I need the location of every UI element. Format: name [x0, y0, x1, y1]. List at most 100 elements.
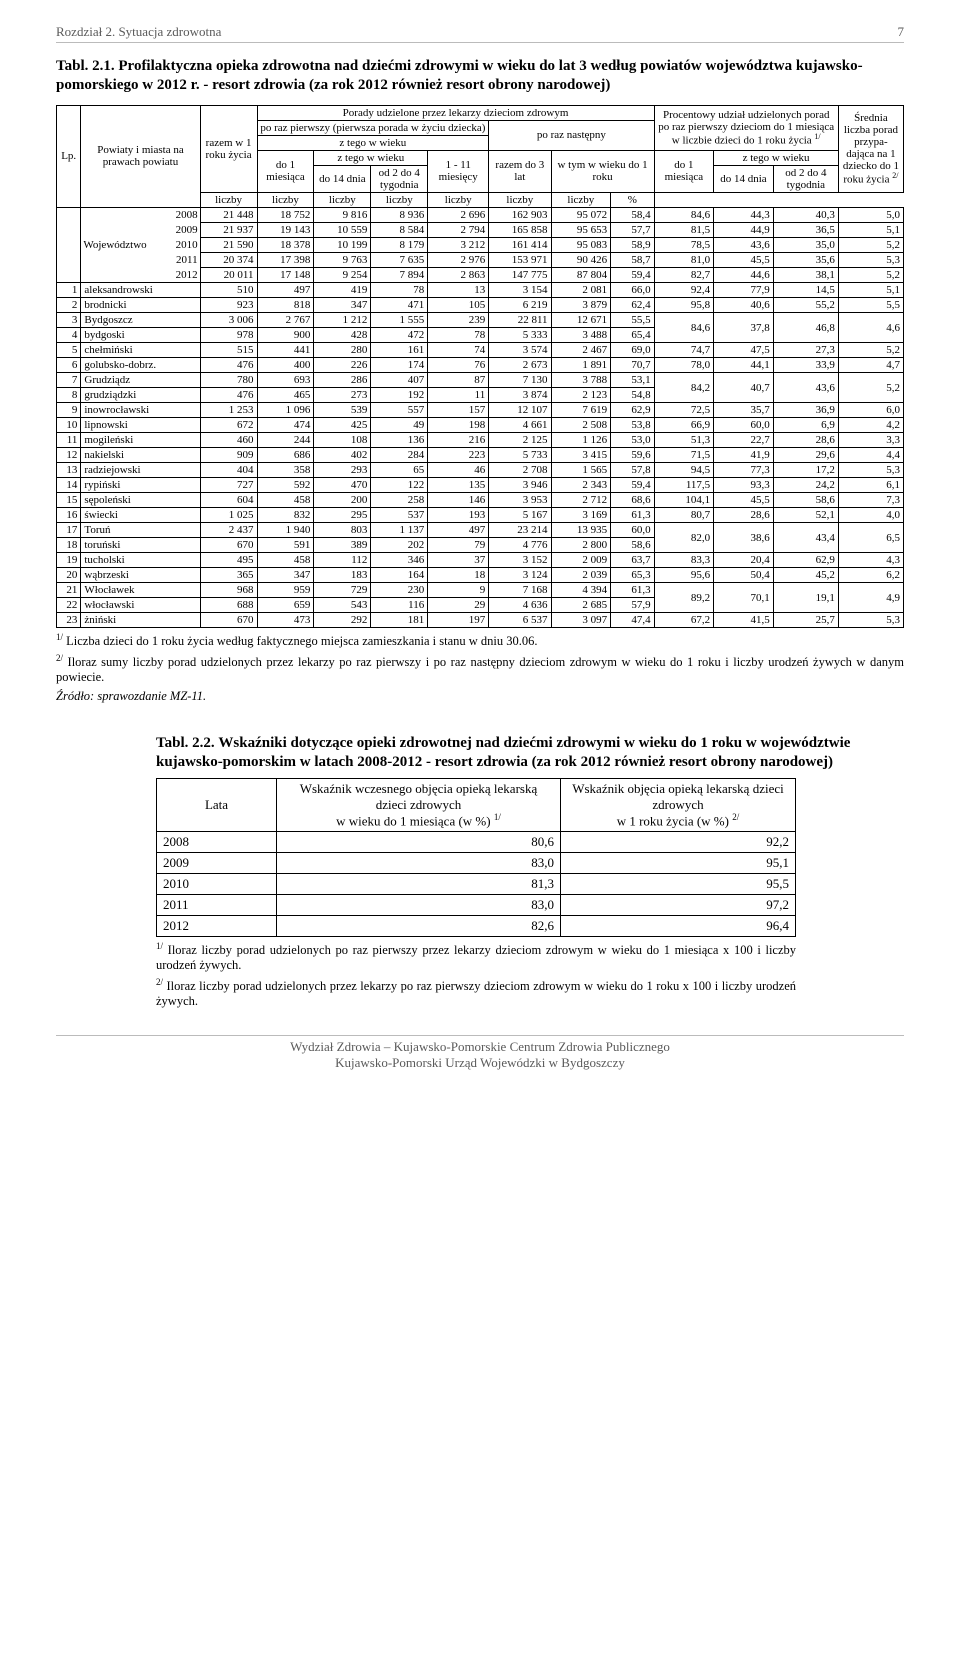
- table-cell: 3 946: [489, 478, 551, 493]
- table-cell: 968: [200, 583, 257, 598]
- th-proc: Procentowy udział udzielonych porad po r…: [654, 105, 838, 150]
- table-row: 19tucholski495458112346373 1522 00963,78…: [57, 553, 904, 568]
- table-cell: 14,5: [773, 283, 838, 298]
- table-cell: 82,0: [654, 523, 714, 553]
- table-cell: 3 415: [551, 448, 611, 463]
- table-cell: 37: [428, 553, 489, 568]
- table-cell: 60,0: [714, 418, 774, 433]
- table-cell: 3: [57, 313, 81, 328]
- table-cell: 43,6: [773, 373, 838, 403]
- table-cell: 425: [314, 418, 371, 433]
- table-cell: 61,3: [611, 583, 654, 598]
- table-cell: 470: [314, 478, 371, 493]
- table-cell: 21: [57, 583, 81, 598]
- table-row: 201081,395,5: [157, 874, 796, 895]
- table-cell: 17: [57, 523, 81, 538]
- table-cell: [57, 238, 81, 253]
- table-cell: 557: [371, 403, 428, 418]
- table-cell: 400: [257, 358, 314, 373]
- table-cell: 693: [257, 373, 314, 388]
- table-cell: 181: [371, 613, 428, 628]
- table-cell: 28,6: [714, 508, 774, 523]
- table-cell: 66,9: [654, 418, 714, 433]
- table-cell: 147 775: [489, 268, 551, 283]
- table-cell: 2 685: [551, 598, 611, 613]
- table-row: 11mogileński4602441081362162 1251 12653,…: [57, 433, 904, 448]
- table-cell: 2 794: [428, 223, 489, 238]
- table-cell: 6,2: [838, 568, 903, 583]
- table-cell: 47,5: [714, 343, 774, 358]
- table-cell: 7 635: [371, 253, 428, 268]
- th-razem-do3: razem do 3 lat: [489, 150, 551, 192]
- header-chapter: Rozdział 2. Sytuacja zdrowotna: [56, 24, 221, 40]
- table1-footnote1: 1/ Liczba dzieci do 1 roku życia według …: [56, 632, 904, 649]
- table-cell: 81,0: [654, 253, 714, 268]
- table1-head: Lp. Powiaty i miasta na prawach powiatu …: [57, 105, 904, 208]
- table-cell: mogileński: [81, 433, 200, 448]
- table-row: 200983,095,1: [157, 853, 796, 874]
- table-cell: 19: [57, 553, 81, 568]
- table-cell: 3 953: [489, 493, 551, 508]
- table-cell: 58,6: [611, 538, 654, 553]
- table-cell: 46,8: [773, 313, 838, 343]
- table-cell: 2008: [157, 832, 277, 853]
- table-cell: 95 072: [551, 208, 611, 223]
- table-cell: 780: [200, 373, 257, 388]
- table-cell: 5,2: [838, 268, 903, 283]
- table-cell: grudziądzki: [81, 388, 200, 403]
- table-cell: 670: [200, 538, 257, 553]
- table-cell: 95,6: [654, 568, 714, 583]
- table-cell: 66,0: [611, 283, 654, 298]
- table-cell: 4,0: [838, 508, 903, 523]
- table-cell: 65,3: [611, 568, 654, 583]
- table-cell: 84,6: [654, 208, 714, 223]
- table-cell: 53,0: [611, 433, 654, 448]
- th-ztego3: z tego w wieku: [714, 150, 839, 165]
- table-cell: golubsko-dobrz.: [81, 358, 200, 373]
- table-cell: 6,5: [838, 523, 903, 553]
- table-cell: 10: [57, 418, 81, 433]
- table-cell: rypiński: [81, 478, 200, 493]
- table-cell: 105: [428, 298, 489, 313]
- table-cell: 59,4: [611, 268, 654, 283]
- table-cell: 54,8: [611, 388, 654, 403]
- table-cell: 1 096: [257, 403, 314, 418]
- table-cell: 17,2: [773, 463, 838, 478]
- table-cell: 78,0: [654, 358, 714, 373]
- table2: Lata Wskaźnik wczesnego objęcia opieką l…: [156, 778, 796, 937]
- table-cell: 57,7: [611, 223, 654, 238]
- table-cell: 59,4: [611, 478, 654, 493]
- th-po-pierwszy: po raz pierwszy (pierwsza porada w życiu…: [257, 120, 489, 135]
- table-cell: 2 712: [551, 493, 611, 508]
- table-cell: 58,9: [611, 238, 654, 253]
- table-cell: 688: [200, 598, 257, 613]
- table-cell: 295: [314, 508, 371, 523]
- table-cell: 13: [57, 463, 81, 478]
- table-cell: 67,2: [654, 613, 714, 628]
- table-cell: 28,6: [773, 433, 838, 448]
- table-cell: 14: [57, 478, 81, 493]
- table-cell: 659: [257, 598, 314, 613]
- table-cell: 40,3: [773, 208, 838, 223]
- table-cell: 510: [200, 283, 257, 298]
- table-cell: 19,1: [773, 583, 838, 613]
- table-cell: 58,6: [773, 493, 838, 508]
- table-cell: Grudziądz: [81, 373, 200, 388]
- table2-body: 200880,692,2200983,095,1201081,395,52011…: [157, 832, 796, 937]
- table-cell: 45,2: [773, 568, 838, 583]
- table-row: 6golubsko-dobrz.476400226174762 6731 891…: [57, 358, 904, 373]
- table-cell: 515: [200, 343, 257, 358]
- table-cell: 2 123: [551, 388, 611, 403]
- table-cell: 284: [371, 448, 428, 463]
- table-cell: 95 083: [551, 238, 611, 253]
- table-cell: 17 398: [257, 253, 314, 268]
- table-cell: 2012: [157, 916, 277, 937]
- table-cell: 24,2: [773, 478, 838, 493]
- table-cell: 35,7: [714, 403, 774, 418]
- table-cell: 8: [57, 388, 81, 403]
- table-cell: 55,2: [773, 298, 838, 313]
- table-row: 12nakielski9096864022842235 7333 41559,6…: [57, 448, 904, 463]
- table-cell: 537: [371, 508, 428, 523]
- th-powi: Powiaty i miasta na prawach powiatu: [81, 105, 200, 208]
- table-cell: 13: [428, 283, 489, 298]
